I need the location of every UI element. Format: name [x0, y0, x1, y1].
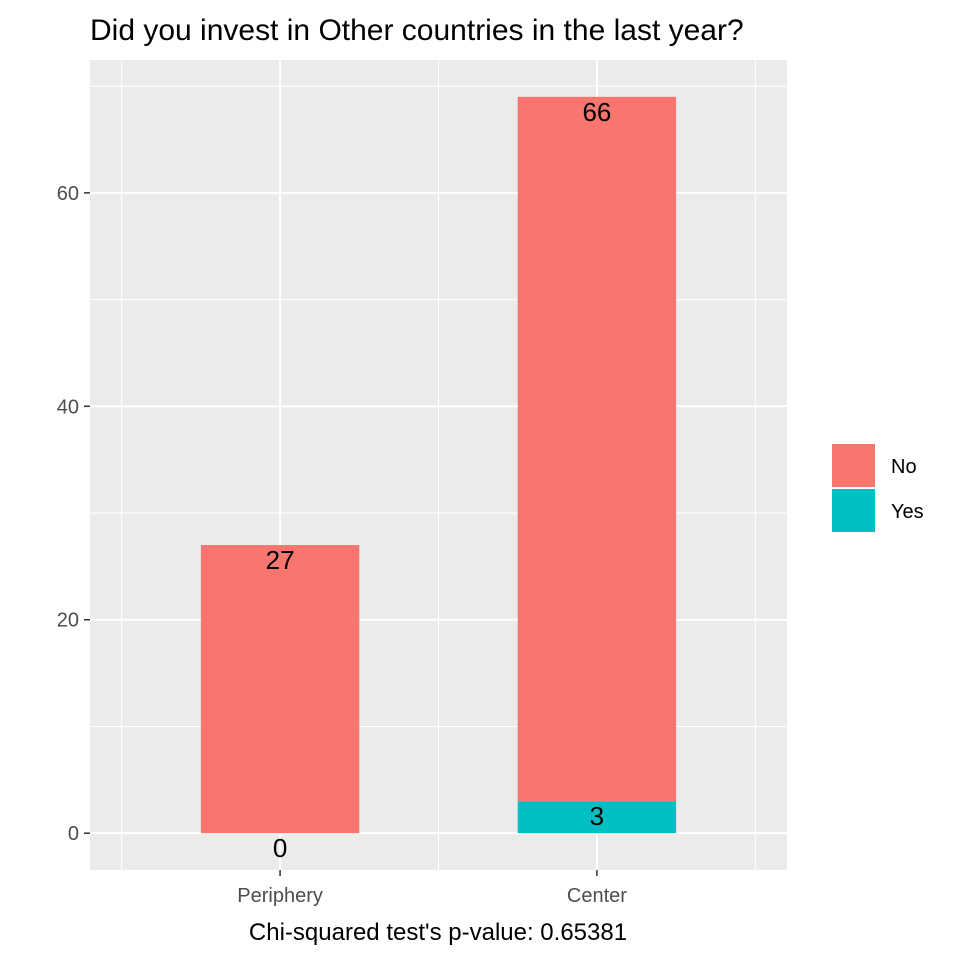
data-label: 3	[590, 801, 604, 831]
legend: No Yes	[832, 444, 924, 532]
data-label: 66	[582, 97, 611, 127]
bar-yes	[517, 801, 677, 834]
x-tick-label: Center	[567, 885, 627, 907]
bars	[200, 96, 677, 834]
y-axis: 0 20 40 60	[57, 183, 90, 845]
x-axis-label: Chi-squared test's p-value: 0.65381	[249, 919, 627, 946]
legend-label-no: No	[891, 456, 917, 478]
x-axis: Periphery Center	[237, 870, 627, 907]
bar-no	[517, 96, 677, 802]
data-labels: 0 27 3 66	[266, 97, 612, 863]
y-tick-label: 0	[68, 823, 79, 845]
y-tick-label: 60	[57, 183, 79, 205]
legend-label-yes: Yes	[891, 501, 924, 523]
chart-title: Did you invest in Other countries in the…	[90, 14, 744, 47]
y-tick-label: 20	[57, 610, 79, 632]
y-tick-label: 40	[57, 396, 79, 418]
legend-key-no	[832, 444, 875, 487]
legend-key-yes	[832, 489, 875, 532]
data-label: 0	[273, 833, 287, 863]
bar-no	[200, 545, 360, 834]
x-tick-label: Periphery	[237, 885, 323, 907]
data-label: 27	[266, 545, 295, 575]
